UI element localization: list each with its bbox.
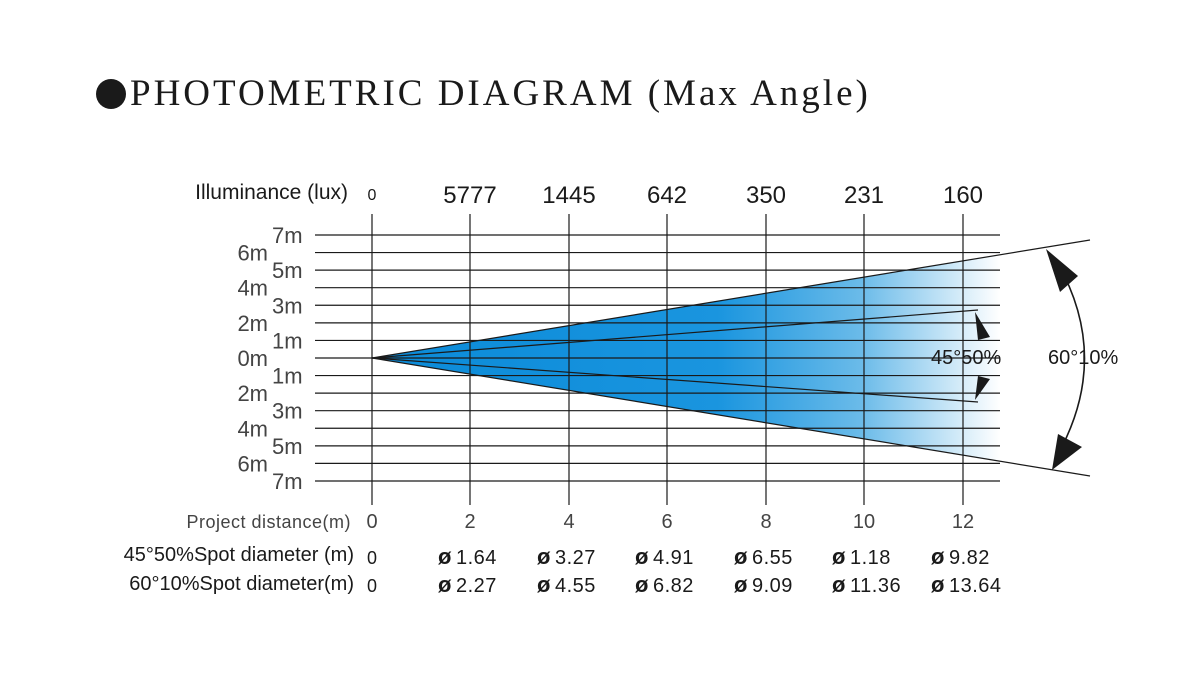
project-distance-value: 0: [366, 511, 377, 533]
spot-value: 4.55: [555, 575, 596, 597]
inner-beam-upper-edge: [371, 309, 979, 359]
left-scale-label: 0m: [237, 346, 268, 371]
diameter-symbol-icon: ø: [734, 544, 748, 569]
diameter-symbol-icon: ø: [438, 572, 452, 597]
left-scale-label: 3m: [272, 399, 303, 424]
illuminance-value: 231: [844, 182, 884, 209]
left-scale-label: 7m: [272, 469, 303, 494]
left-scale-label: 7m: [272, 223, 303, 248]
left-scale-label: 6m: [237, 451, 268, 476]
project-distance-value: 8: [760, 511, 771, 533]
spot-value: 9.09: [752, 575, 793, 597]
diameter-symbol-icon: ø: [931, 572, 945, 597]
outer-angle-upper-arrow-icon: [1046, 249, 1078, 292]
diameter-symbol-icon: ø: [832, 544, 846, 569]
illuminance-label: Illuminance (lux): [195, 181, 348, 204]
diameter-symbol-icon: ø: [832, 572, 846, 597]
diameter-symbol-icon: ø: [734, 572, 748, 597]
spot-value: 1.18: [850, 547, 891, 569]
spot-value: 9.82: [949, 547, 990, 569]
spot-45-label: 45°50%Spot diameter (m): [124, 544, 354, 566]
left-scale-label: 5m: [272, 258, 303, 283]
project-distance-values: 0 2 4 6 8 10 12: [366, 511, 974, 533]
spot-60-values: 0 ø 2.27 ø 4.55 ø 6.82 ø 9.09 ø 11.36 ø 13.64: [367, 572, 1002, 597]
illuminance-value: 160: [943, 182, 983, 209]
outer-angle-lower-arrow-icon: [1052, 434, 1082, 470]
left-scale-label: 2m: [237, 381, 268, 406]
project-distance-value: 2: [464, 511, 475, 533]
outer-angle-arc: [1056, 261, 1086, 457]
diameter-symbol-icon: ø: [537, 544, 551, 569]
left-scale-inner: 7m 5m 3m 1m 1m 3m 5m 7m: [272, 223, 303, 494]
diameter-symbol-icon: ø: [537, 572, 551, 597]
spot-value: 4.91: [653, 547, 694, 569]
left-scale-outer: 6m 4m 2m 0m 2m 4m 6m: [237, 241, 268, 477]
outer-angle-label: 60°10%: [1048, 347, 1118, 369]
inner-angle-label: 45°50%: [931, 347, 1001, 369]
illuminance-value: 1445: [542, 182, 595, 209]
spot-value: 3.27: [555, 547, 596, 569]
project-distance-label: Project distance(m): [186, 512, 351, 532]
spot-value: 11.36: [850, 575, 901, 597]
left-scale-label: 5m: [272, 434, 303, 459]
spot-value: 13.64: [949, 575, 1002, 597]
project-distance-value: 4: [563, 511, 574, 533]
illuminance-value: 350: [746, 182, 786, 209]
diameter-symbol-icon: ø: [931, 544, 945, 569]
spot-value: 6.82: [653, 575, 694, 597]
inner-angle-lower-arrow-icon: [975, 376, 990, 400]
diameter-symbol-icon: ø: [438, 544, 452, 569]
project-distance-value: 10: [853, 511, 875, 533]
illuminance-value: 5777: [443, 182, 496, 209]
left-scale-label: 2m: [237, 311, 268, 336]
illuminance-value: 642: [647, 182, 687, 209]
spot-value: 6.55: [752, 547, 793, 569]
left-scale-label: 3m: [272, 293, 303, 318]
outer-beam-lower-edge: [371, 357, 1091, 477]
title-block: PHOTOMETRIC DIAGRAM (Max Angle): [96, 72, 871, 115]
diameter-symbol-icon: ø: [635, 544, 649, 569]
diameter-symbol-icon: ø: [635, 572, 649, 597]
vertical-gridlines: [371, 214, 964, 505]
inner-angle-upper-arrow-icon: [975, 312, 990, 340]
inner-beam-lower-edge: [371, 357, 979, 403]
spot-value: 0: [367, 548, 377, 568]
project-distance-value: 12: [952, 511, 974, 533]
page-title: PHOTOMETRIC DIAGRAM (Max Angle): [130, 73, 871, 114]
spot-45-values: 0 ø 1.64 ø 3.27 ø 4.91 ø 6.55 ø 1.18 ø 9.82: [367, 544, 990, 569]
bullet-icon: [96, 78, 126, 109]
left-scale-label: 1m: [272, 328, 303, 353]
left-scale-label: 1m: [272, 364, 303, 389]
left-scale-label: 4m: [237, 276, 268, 301]
spot-value: 2.27: [456, 575, 497, 597]
illuminance-values: 0 5777 1445 642 350 231 160: [368, 182, 983, 209]
spot-value: 0: [367, 576, 377, 596]
outer-beam-upper-edge: [371, 239, 1091, 359]
illuminance-value: 0: [368, 187, 377, 204]
spot-value: 1.64: [456, 547, 497, 569]
spot-60-label: 60°10%Spot diameter(m): [129, 573, 354, 595]
project-distance-value: 6: [661, 511, 672, 533]
left-scale-label: 4m: [237, 416, 268, 441]
left-scale-label: 6m: [237, 241, 268, 266]
horizontal-gridlines: [315, 234, 1000, 482]
